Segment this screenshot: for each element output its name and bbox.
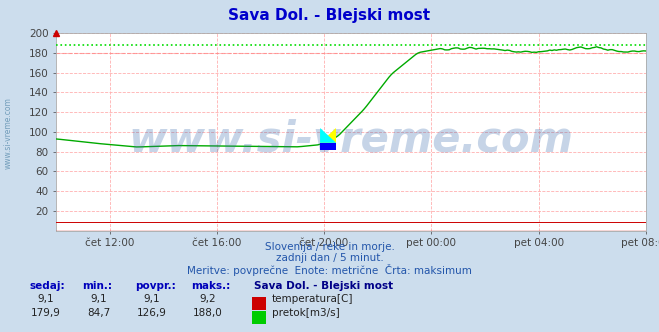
Text: www.si-vreme.com: www.si-vreme.com	[129, 119, 573, 161]
Text: Slovenija / reke in morje.: Slovenija / reke in morje.	[264, 242, 395, 252]
Text: Meritve: povprečne  Enote: metrične  Črta: maksimum: Meritve: povprečne Enote: metrične Črta:…	[187, 264, 472, 276]
Text: 9,1: 9,1	[143, 294, 160, 304]
Text: 126,9: 126,9	[136, 308, 167, 318]
Text: www.si-vreme.com: www.si-vreme.com	[4, 97, 13, 169]
Text: min.:: min.:	[82, 281, 113, 290]
Text: maks.:: maks.:	[191, 281, 231, 290]
Text: 9,2: 9,2	[199, 294, 216, 304]
Text: 179,9: 179,9	[31, 308, 61, 318]
Polygon shape	[320, 128, 336, 143]
Text: 9,1: 9,1	[38, 294, 55, 304]
Text: 188,0: 188,0	[192, 308, 223, 318]
Text: temperatura[C]: temperatura[C]	[272, 294, 353, 304]
Text: 84,7: 84,7	[87, 308, 111, 318]
Text: zadnji dan / 5 minut.: zadnji dan / 5 minut.	[275, 253, 384, 263]
Text: 9,1: 9,1	[90, 294, 107, 304]
Text: Sava Dol. - Blejski most: Sava Dol. - Blejski most	[254, 281, 393, 290]
Text: Sava Dol. - Blejski most: Sava Dol. - Blejski most	[229, 8, 430, 23]
Text: sedaj:: sedaj:	[30, 281, 65, 290]
Text: pretok[m3/s]: pretok[m3/s]	[272, 308, 339, 318]
Polygon shape	[320, 128, 336, 143]
FancyBboxPatch shape	[320, 143, 336, 150]
Text: povpr.:: povpr.:	[135, 281, 176, 290]
